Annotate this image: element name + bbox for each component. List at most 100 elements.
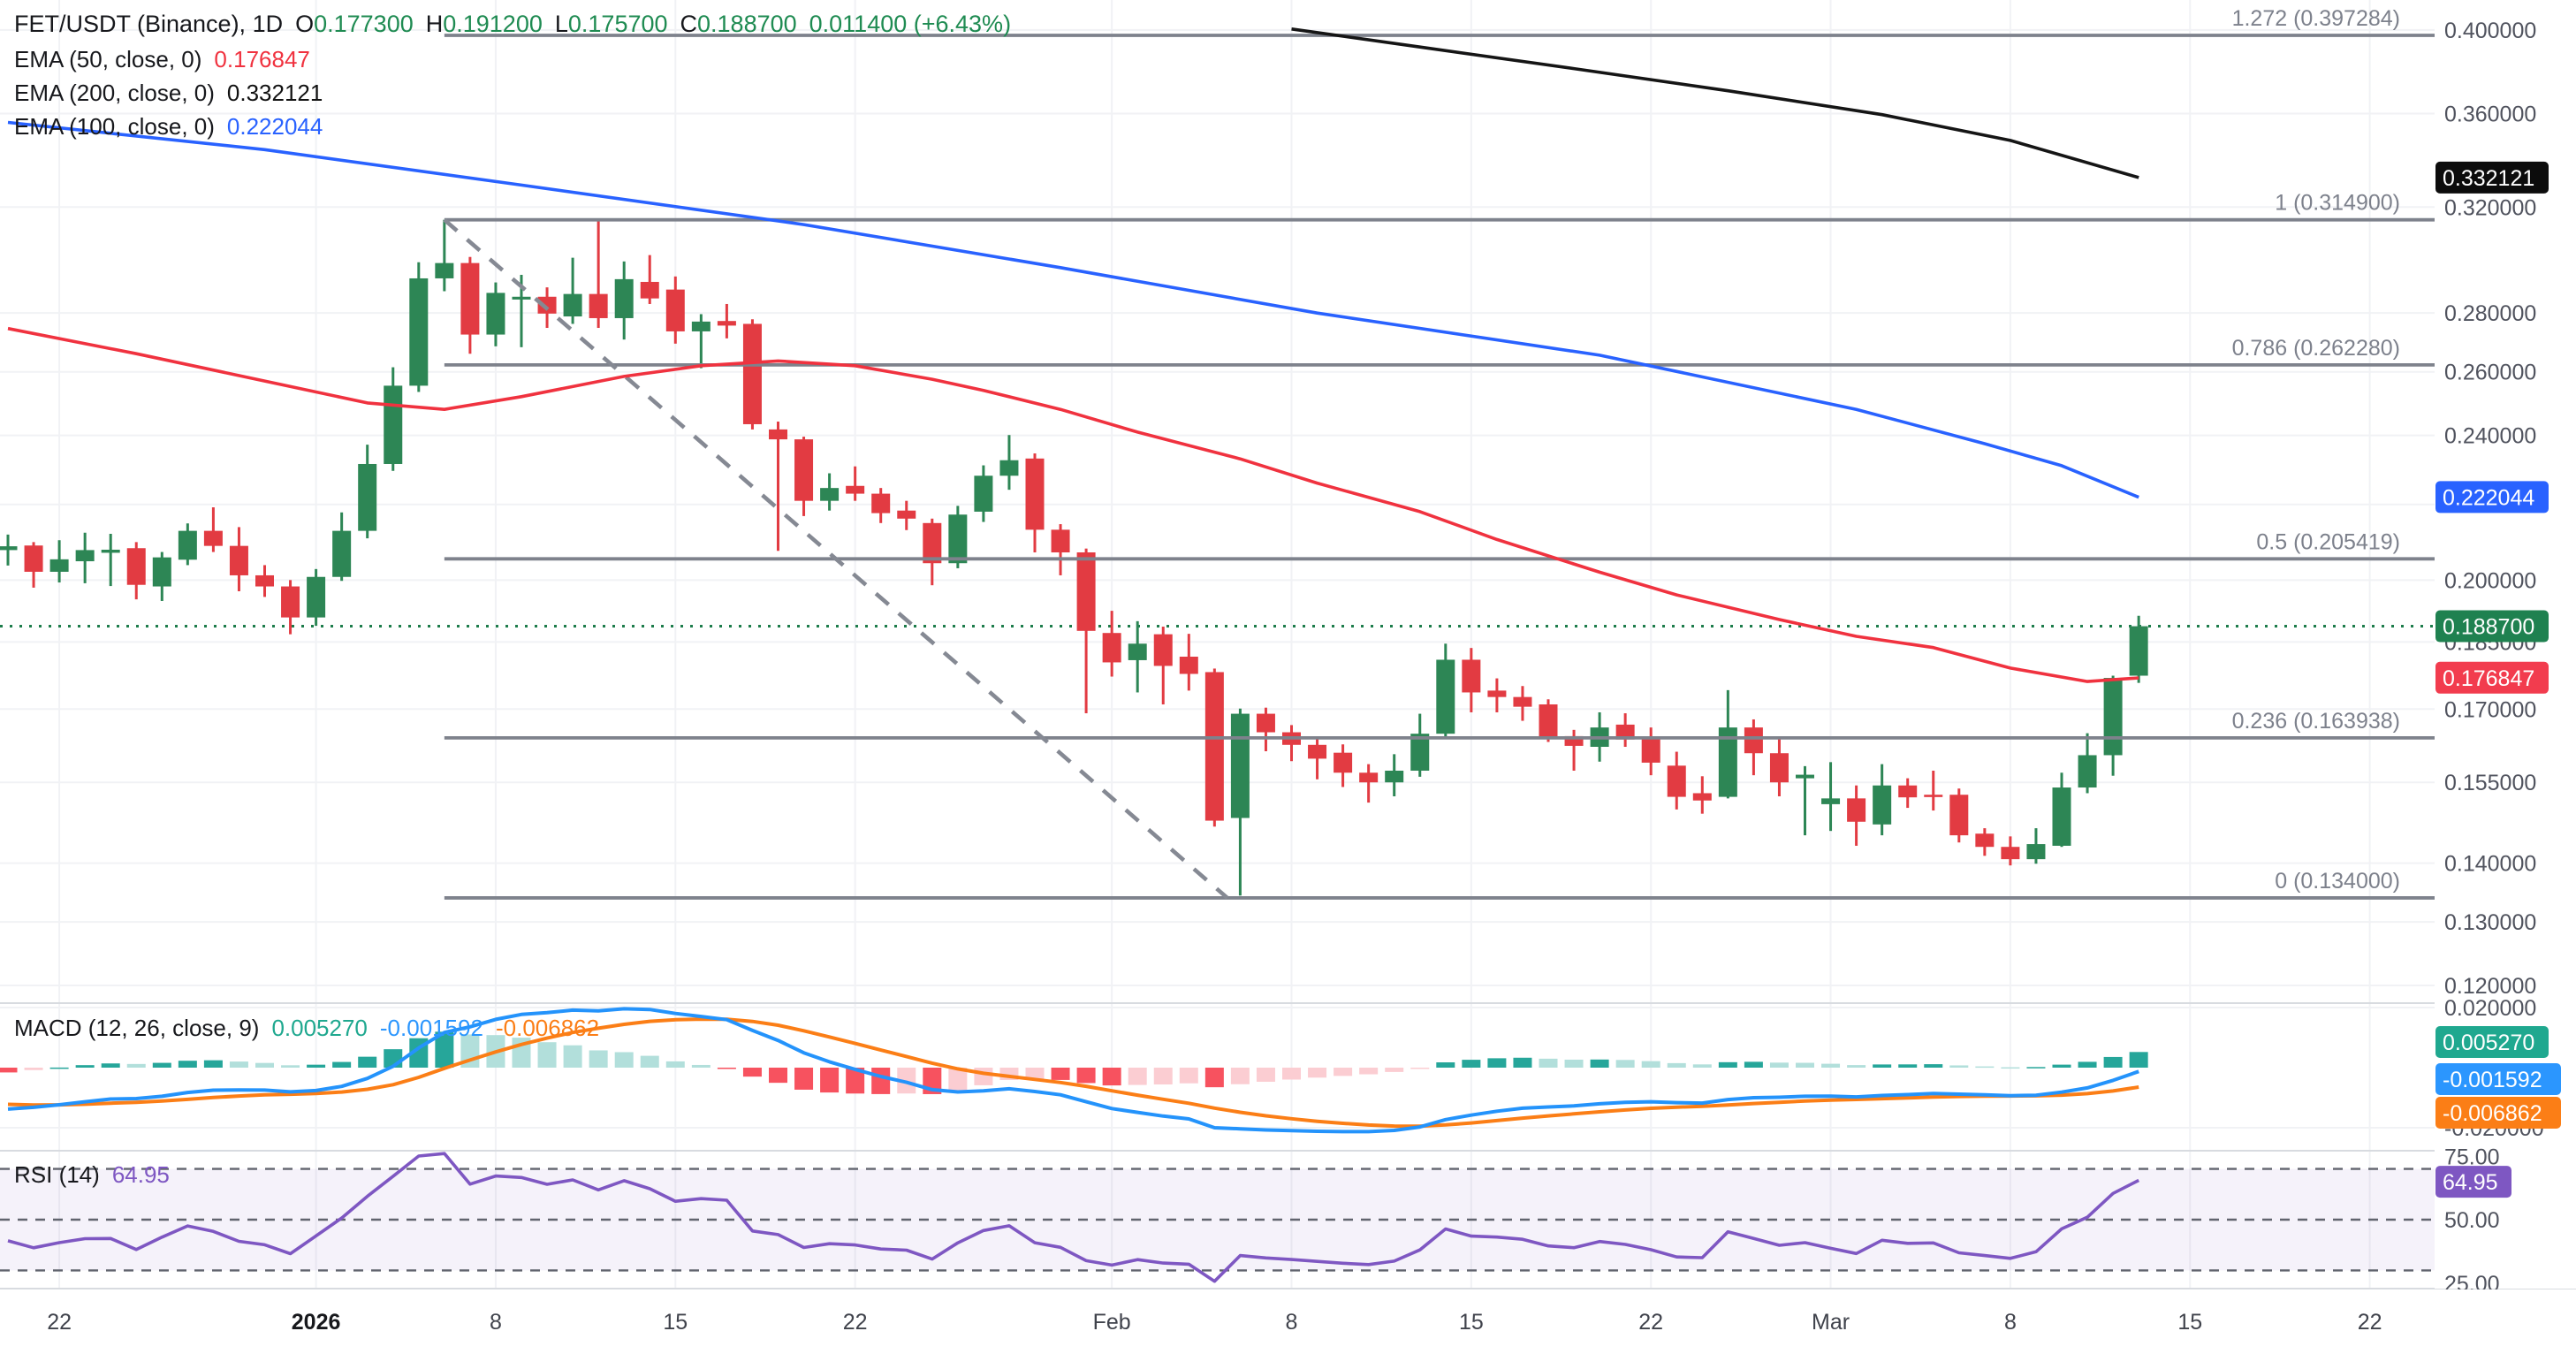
candle-body (255, 574, 274, 587)
candle-body (24, 545, 43, 572)
candle-body (769, 429, 787, 440)
candle-body (460, 262, 480, 335)
macd-histogram-bar (0, 1068, 18, 1073)
indicator-legend-macd[interactable]: MACD (12, 26, close, 9) 0.005270 -0.0015… (14, 1015, 599, 1042)
macd-line[interactable] (7, 1007, 2139, 1134)
macd-histogram-bar (1230, 1068, 1250, 1084)
ema50-line[interactable] (7, 326, 2139, 683)
candle-body (1410, 734, 1430, 771)
ema100-line[interactable] (7, 120, 2139, 499)
symbol-legend[interactable]: FET/USDT (Binance), 1D O0.177300 H0.1912… (14, 11, 1011, 38)
candle-body (1539, 704, 1558, 738)
candle-body (742, 323, 762, 424)
macd-histogram-bar (1102, 1068, 1121, 1086)
candle-wick (1829, 762, 1833, 832)
candle-body (1204, 672, 1224, 821)
candle-body (2052, 787, 2071, 846)
fib-level-label: 1.272 (0.397284) (2232, 6, 2400, 31)
candle-body (1385, 770, 1404, 783)
macd-histogram-bar (1385, 1068, 1404, 1072)
change-value: 0.011400 (+6.43%) (809, 11, 1012, 37)
ema200-line[interactable] (1291, 27, 2139, 179)
macd-histogram-bar (101, 1063, 120, 1068)
rsi-line[interactable] (7, 1152, 2140, 1283)
trendline[interactable] (443, 217, 1229, 900)
candle-body (1564, 735, 1584, 746)
candle-wick (1932, 770, 1935, 811)
macd-histogram-bar (1564, 1059, 1584, 1068)
indicator-legend-ema50[interactable]: EMA (50, close, 0) 0.176847 (14, 46, 310, 73)
ema50-label: EMA (50, close, 0) (14, 46, 202, 72)
macd-histogram-bar (974, 1068, 993, 1085)
ema100-price-badge-text: 0.222044 (2443, 485, 2534, 510)
macd-histogram-bar (2001, 1067, 2020, 1069)
candle-body (948, 514, 968, 564)
candle-body (384, 385, 403, 464)
macd-histogram-bar (332, 1061, 352, 1068)
time-axis-label: 15 (1459, 1310, 1484, 1335)
macd-histogram-bar (537, 1042, 557, 1068)
macd-hist-value: 0.005270 (271, 1015, 368, 1041)
candle-body (49, 559, 69, 572)
candle-wick (648, 255, 651, 304)
candle-body (1769, 753, 1789, 783)
candle-body (307, 576, 326, 618)
candle-body (2078, 755, 2097, 788)
macd-histogram-bar (1282, 1068, 1301, 1080)
candle-wick (597, 220, 600, 329)
price-axis-label: 0.260000 (2444, 361, 2536, 385)
last-price-badge-text: 0.188700 (2443, 615, 2534, 640)
ohlc-close: C0.188700 (680, 11, 797, 37)
indicator-legend-rsi[interactable]: RSI (14) 64.95 (14, 1161, 170, 1189)
price-axis-label: 0.120000 (2444, 974, 2536, 999)
candle-body (152, 557, 171, 587)
price-axis-label: 0.140000 (2444, 852, 2536, 877)
candle-body (358, 463, 377, 531)
macd-histogram-bar (1462, 1060, 1481, 1068)
candle-wick (109, 534, 112, 587)
candle-body (486, 293, 505, 335)
macd-histogram-bar (229, 1061, 248, 1068)
time-axis-label: Mar (1812, 1310, 1850, 1335)
last-price-badge (2435, 610, 2549, 643)
macd-histogram-bar (2129, 1052, 2148, 1068)
candle-body (1641, 738, 1660, 763)
macd-axis-badge-text: 0.005270 (2443, 1031, 2534, 1055)
macd-histogram-bar (203, 1060, 223, 1068)
macd-histogram-bar (1153, 1068, 1173, 1085)
macd-histogram-bar (1615, 1060, 1635, 1068)
macd-histogram-bar (1847, 1065, 1866, 1068)
macd-signal-line[interactable] (7, 1017, 2139, 1129)
macd-histogram-bar (717, 1068, 736, 1069)
macd-axis-badge-text: -0.001592 (2443, 1068, 2542, 1092)
macd-histogram-bar (1821, 1063, 1841, 1068)
time-axis-label: 22 (2358, 1310, 2382, 1335)
candle-body (1462, 659, 1481, 693)
price-axis-label: 0.170000 (2444, 697, 2536, 722)
ema100-value: 0.222044 (226, 113, 323, 140)
candle-body (846, 485, 865, 494)
indicator-legend-ema100[interactable]: EMA (100, close, 0) 0.222044 (14, 113, 323, 141)
macd-axis-label: 0.020000 (2444, 996, 2536, 1021)
macd-histogram-bar (1641, 1061, 1660, 1068)
indicator-legend-ema200[interactable]: EMA (200, close, 0) 0.332121 (14, 80, 323, 107)
candle-body (1025, 458, 1045, 530)
candle-body (1308, 744, 1327, 759)
candle-wick (211, 507, 215, 552)
candle-wick (1367, 764, 1371, 803)
candle-body (1615, 724, 1635, 740)
candle-body (1256, 713, 1275, 733)
candle-body (2129, 626, 2148, 676)
candle-body (1179, 656, 1198, 674)
time-axis[interactable] (0, 1289, 2576, 1354)
macd-axis-badge (2435, 1097, 2561, 1129)
candle-wick (571, 257, 574, 324)
ema50-price-badge (2435, 661, 2549, 694)
macd-histogram-bar (1769, 1062, 1789, 1068)
candle-body (794, 439, 814, 501)
macd-histogram-bar (691, 1064, 710, 1068)
candle-body (537, 296, 557, 314)
candle-body (229, 545, 248, 575)
candle-body (1667, 765, 1686, 797)
